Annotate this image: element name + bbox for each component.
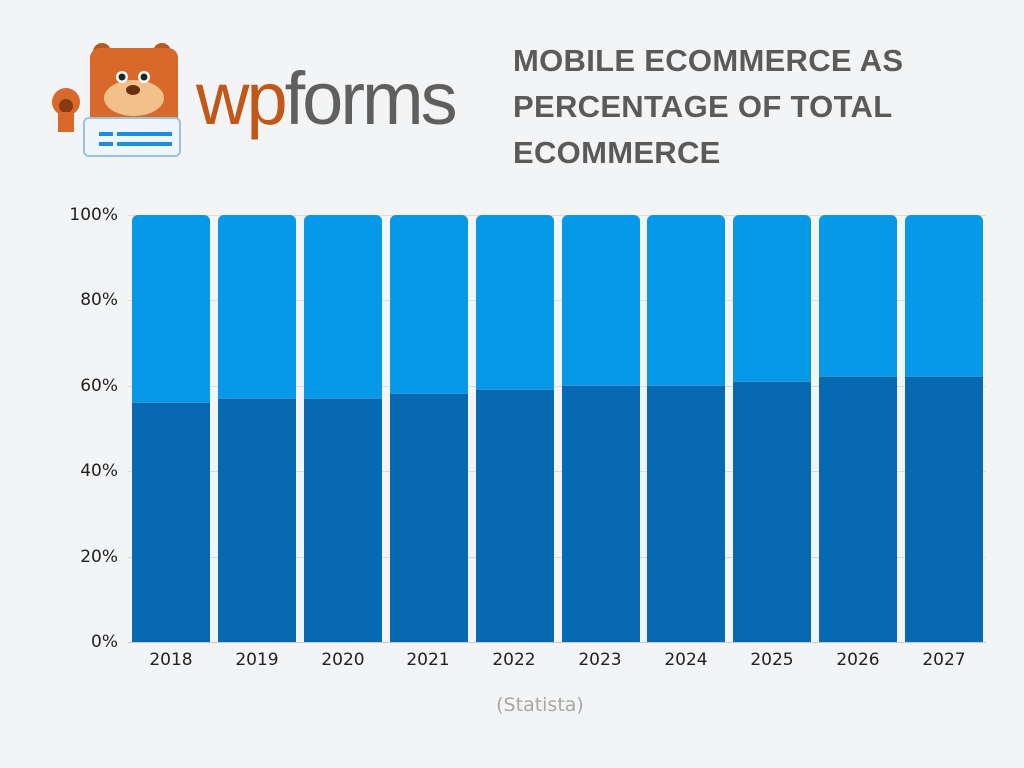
bar-2023	[561, 215, 640, 642]
y-tick-20: 20%	[80, 547, 118, 567]
bar-2026	[819, 215, 898, 642]
gridline-20	[128, 557, 986, 558]
bar-segment-mobile	[647, 384, 726, 642]
wpforms-logo: wpforms	[44, 40, 464, 160]
x-axis-line	[128, 642, 986, 643]
x-tick-label: 2018	[149, 650, 193, 670]
gridline-40	[128, 471, 986, 472]
bar-segment-mobile	[475, 389, 554, 642]
y-tick-80: 80%	[80, 290, 118, 310]
wpforms-wordmark: wpforms	[196, 62, 458, 136]
bar-segment-mobile	[905, 376, 984, 642]
logo-forms-text: forms	[284, 57, 458, 140]
x-tick-label: 2027	[922, 650, 966, 670]
bar-2020	[303, 215, 382, 642]
y-tick-40: 40%	[80, 461, 118, 481]
bar-2027	[905, 215, 984, 642]
logo-wp-text: wp	[196, 57, 288, 140]
bar-segment-mobile	[733, 380, 812, 642]
y-tick-60: 60%	[80, 376, 118, 396]
x-tick-label: 2023	[578, 650, 622, 670]
bar-segment-mobile	[217, 397, 296, 642]
bar-segment-mobile	[303, 397, 382, 642]
bar-2024	[647, 215, 726, 642]
gridline-80	[128, 300, 986, 301]
y-tick-0: 0%	[91, 632, 118, 652]
gridline-60	[128, 386, 986, 387]
bar-2025	[733, 215, 812, 642]
x-tick-label: 2021	[406, 650, 450, 670]
x-tick-label: 2019	[235, 650, 279, 670]
bar-2022	[475, 215, 554, 642]
x-tick-label: 2020	[321, 650, 365, 670]
bar-segment-mobile	[819, 376, 898, 642]
bar-segment-mobile	[132, 401, 210, 642]
chart-title: MOBILE ECOMMERCE AS PERCENTAGE OF TOTAL …	[513, 43, 904, 170]
bar-segment-mobile	[561, 384, 640, 642]
bar-segment-mobile	[389, 393, 468, 642]
gridline-100	[128, 215, 986, 216]
bear-mascot-icon	[52, 43, 181, 157]
x-tick-label: 2025	[750, 650, 794, 670]
y-tick-100: 100%	[69, 205, 118, 225]
source-note: (Statista)	[496, 694, 584, 716]
bar-2018	[132, 215, 210, 642]
x-tick-label: 2024	[664, 650, 708, 670]
bar-2021	[389, 215, 468, 642]
x-tick-label: 2022	[492, 650, 536, 670]
x-tick-label: 2026	[836, 650, 880, 670]
bar-2019	[217, 215, 296, 642]
